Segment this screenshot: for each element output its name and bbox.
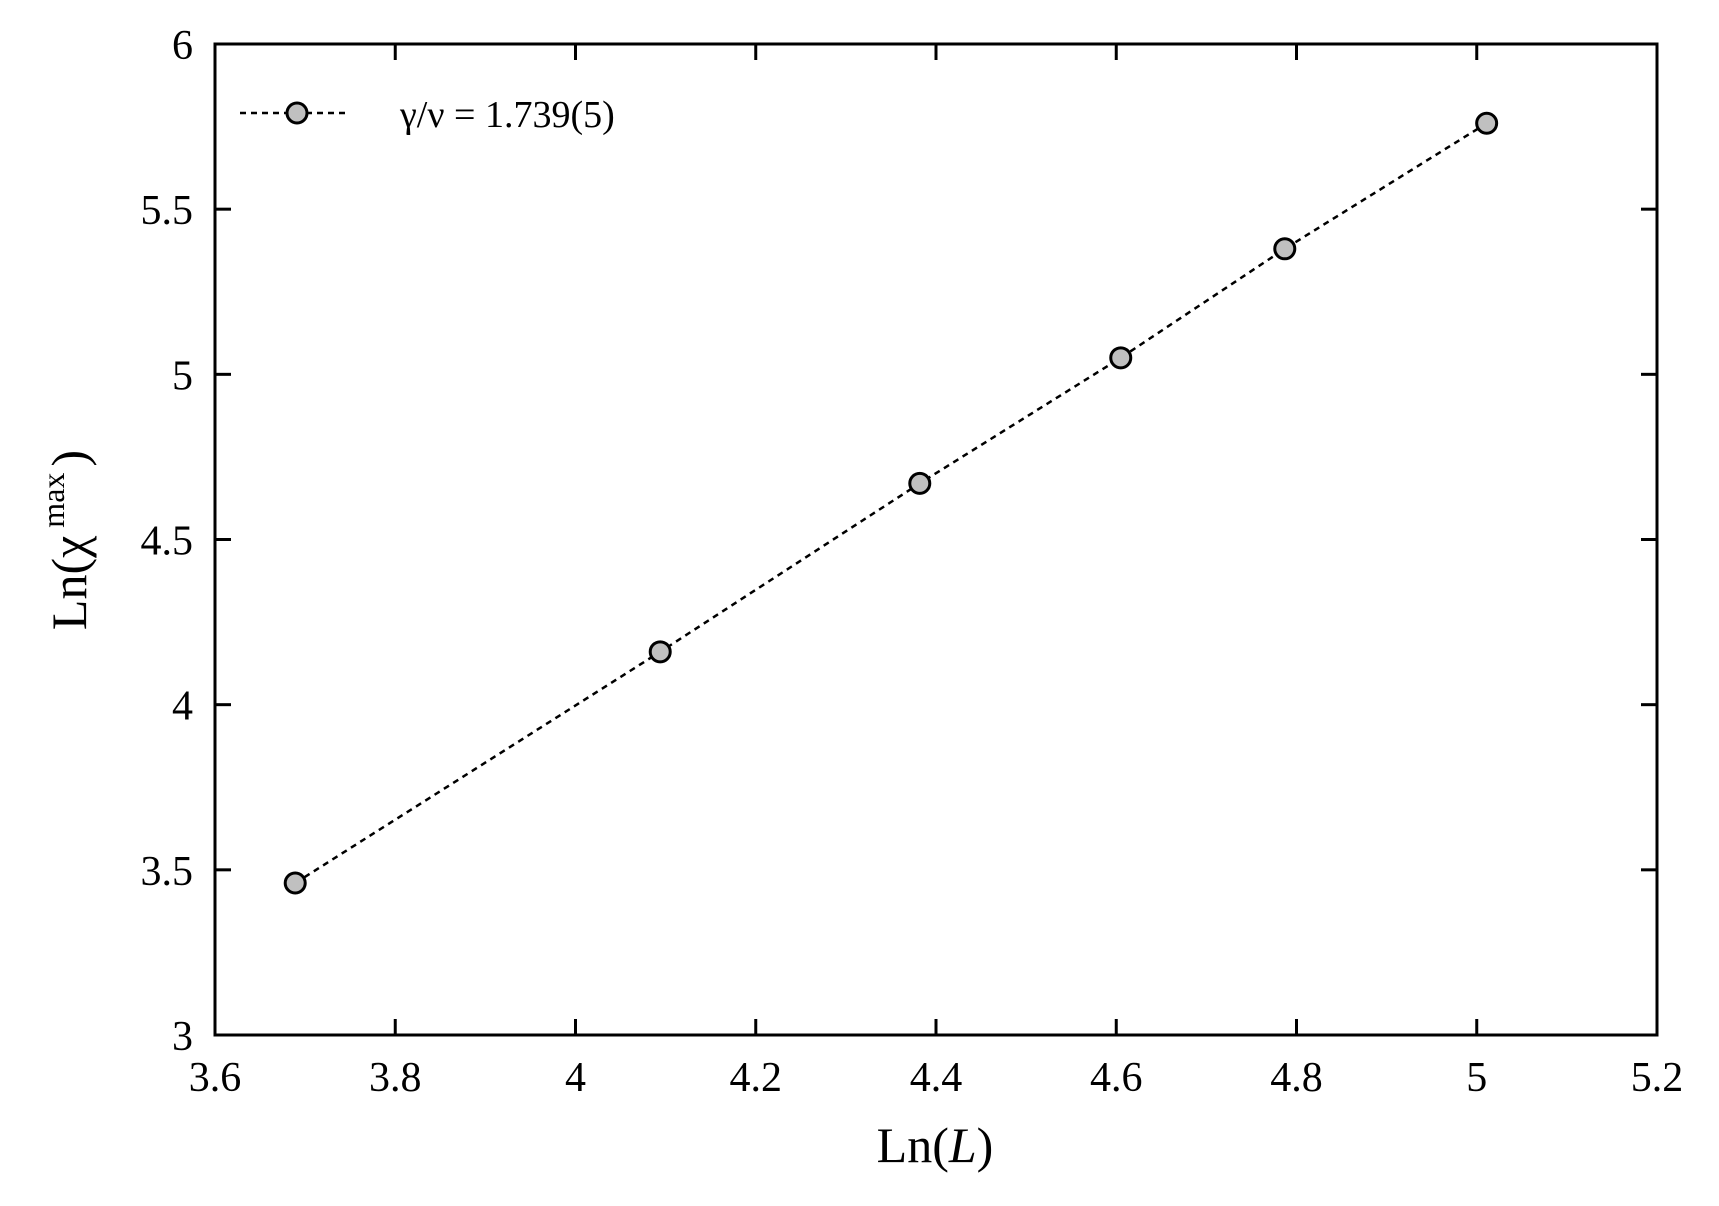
y-tick-label-5: 5.5 — [141, 188, 194, 234]
ticks-layer — [213, 42, 1659, 1037]
x-tick-label-6: 4.8 — [1270, 1055, 1323, 1101]
y-tick-label-6: 6 — [172, 23, 193, 69]
x-tick-label-5: 4.6 — [1090, 1055, 1143, 1101]
y-axis-label: Ln(χmax) — [35, 450, 97, 630]
x-tick-label-0: 3.6 — [189, 1055, 242, 1101]
data-point-3 — [1109, 346, 1133, 370]
y-tick-label-4: 5 — [172, 353, 193, 399]
y-tick-label-0: 3 — [172, 1014, 193, 1060]
legend-label: γ/ν = 1.739(5) — [399, 94, 615, 136]
x-tick-label-7: 5 — [1466, 1055, 1487, 1101]
x-axis-label: Ln(L) — [877, 1117, 994, 1173]
legend-marker — [285, 101, 309, 125]
y-tick-label-1: 3.5 — [141, 849, 194, 895]
x-tick-label-3: 4.2 — [730, 1055, 783, 1101]
x-tick-label-1: 3.8 — [369, 1055, 422, 1101]
data-point-4 — [1273, 237, 1297, 261]
data-point-0 — [283, 871, 307, 895]
y-tick-label-3: 4.5 — [141, 519, 194, 565]
plot-frame — [213, 42, 1659, 1037]
x-tick-label-2: 4 — [565, 1055, 586, 1101]
data-point-1 — [648, 640, 672, 664]
x-tick-label-8: 5.2 — [1631, 1055, 1684, 1101]
series-layer — [283, 111, 1499, 895]
series-line-0 — [294, 122, 1488, 885]
data-point-5 — [1475, 111, 1499, 135]
y-tick-label-2: 4 — [172, 684, 193, 730]
tick-labels-layer: 3.6 3.8 4 4.2 4.4 4.6 4.8 5 5.2 3 3.5 4 4.5 5 5.5 6 — [141, 23, 1684, 1101]
legend: γ/ν = 1.739(5) — [240, 94, 615, 136]
data-point-2 — [908, 471, 932, 495]
x-tick-label-4: 4.4 — [910, 1055, 963, 1101]
